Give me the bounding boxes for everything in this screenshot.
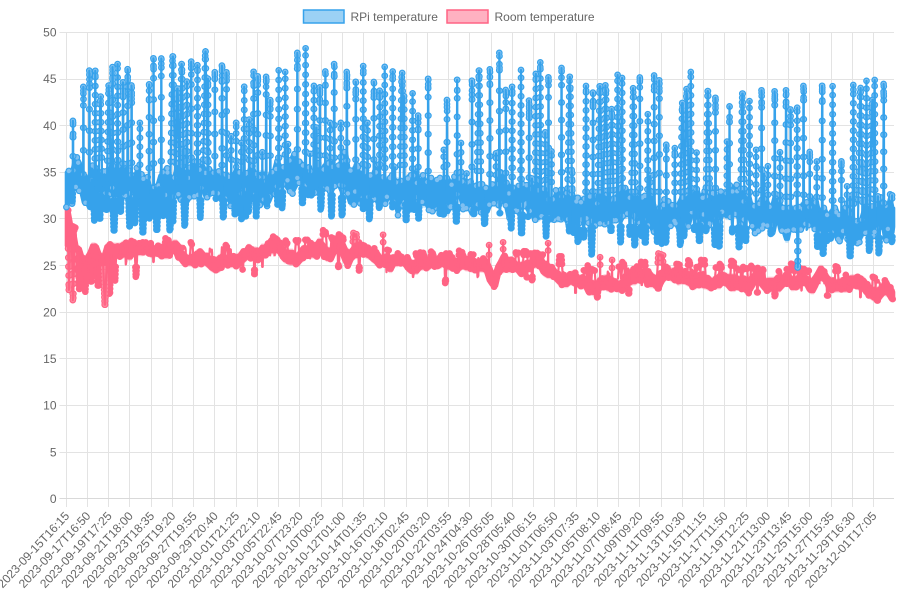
- svg-text:20: 20: [43, 305, 57, 319]
- svg-text:15: 15: [43, 352, 57, 366]
- svg-text:35: 35: [43, 166, 57, 180]
- svg-text:5: 5: [50, 445, 57, 459]
- svg-text:Room temperature: Room temperature: [495, 10, 595, 24]
- svg-text:25: 25: [43, 259, 57, 273]
- svg-text:40: 40: [43, 119, 57, 133]
- svg-text:30: 30: [43, 212, 57, 226]
- svg-text:0: 0: [50, 492, 57, 506]
- svg-text:10: 10: [43, 399, 57, 413]
- svg-text:45: 45: [43, 72, 57, 86]
- svg-text:50: 50: [43, 26, 57, 40]
- svg-text:RPi temperature: RPi temperature: [351, 10, 439, 24]
